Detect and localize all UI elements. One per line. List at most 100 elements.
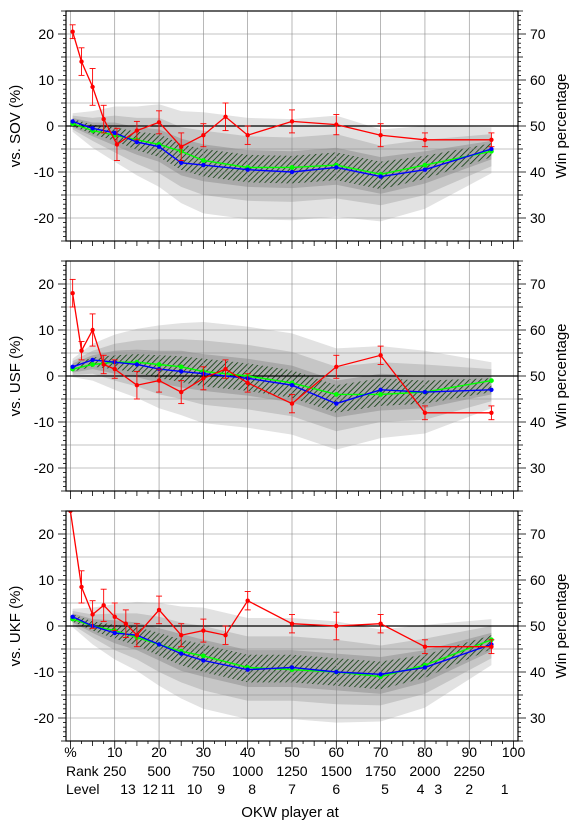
- y-axis-title: vs. UKF (%): [7, 586, 24, 667]
- data-point: [334, 165, 339, 170]
- data-point: [334, 669, 339, 675]
- x-percent-tick-label: 30: [196, 744, 212, 760]
- data-point: [378, 621, 383, 626]
- level-tick-label: 1: [501, 781, 509, 797]
- level-tick-label: 7: [288, 781, 296, 797]
- data-point: [179, 389, 184, 395]
- rank-tick-label: 2000: [409, 763, 440, 779]
- data-point: [333, 392, 339, 397]
- data-point: [378, 174, 383, 179]
- rank-tick-label: 2250: [454, 763, 485, 779]
- data-point: [378, 672, 383, 677]
- y2-tick-label: 30: [530, 460, 546, 476]
- data-point: [422, 644, 428, 649]
- x-percent-tick-label: 10: [107, 744, 123, 760]
- data-point: [289, 169, 295, 175]
- data-point: [289, 119, 295, 124]
- x-percent-tick-label: 80: [417, 744, 433, 760]
- rank-tick-label: 250: [103, 763, 127, 779]
- x-percent-tick-label: 20: [151, 744, 167, 760]
- chart-panel-3: -20 -10 0 10 20 30 40 50 60 70 vs. UKF (%) Win perc…: [7, 510, 570, 749]
- rank-tick-label: 1250: [276, 763, 307, 779]
- data-point: [489, 644, 494, 649]
- data-point: [134, 362, 140, 367]
- data-point: [156, 362, 162, 367]
- data-point: [289, 383, 295, 388]
- y-tick-label: 10: [38, 322, 54, 338]
- series-line-0: [71, 31, 492, 148]
- data-point: [90, 362, 95, 367]
- level-tick-label: 6: [332, 781, 340, 797]
- data-point: [101, 116, 106, 122]
- y2-axis-title: Win percentage: [553, 73, 570, 178]
- data-point: [223, 366, 228, 372]
- y2-tick-label: 70: [530, 276, 546, 292]
- x-percent-tick-label: 40: [240, 744, 256, 760]
- x-percent-tick-label: 100: [502, 744, 526, 760]
- data-point: [200, 653, 206, 659]
- y-tick-label: -20: [34, 460, 54, 476]
- y2-tick-label: 70: [530, 526, 546, 542]
- data-point: [101, 362, 106, 367]
- data-point: [179, 160, 184, 165]
- data-point: [334, 623, 339, 629]
- data-point: [79, 348, 84, 353]
- y-tick-label: 0: [46, 368, 54, 384]
- data-point: [223, 114, 228, 120]
- data-point: [201, 133, 206, 138]
- data-point: [422, 665, 428, 670]
- data-point: [378, 353, 383, 358]
- y-tick-label: -10: [34, 164, 54, 180]
- data-point: [289, 665, 295, 670]
- level-tick-label: 2: [465, 781, 473, 797]
- rank-tick-label: 1500: [321, 763, 352, 779]
- y2-tick-label: 60: [530, 322, 546, 338]
- data-point: [156, 144, 162, 149]
- y2-tick-label: 40: [530, 164, 546, 180]
- data-point: [134, 128, 140, 133]
- data-point: [489, 378, 494, 383]
- data-point: [101, 603, 106, 608]
- data-point: [489, 410, 494, 415]
- y2-axis-title: Win percentage: [553, 573, 570, 678]
- y2-tick-label: 50: [530, 368, 546, 384]
- x-percent-tick-label: 70: [373, 744, 389, 760]
- data-point: [245, 598, 250, 603]
- data-point: [422, 410, 428, 415]
- data-point: [201, 376, 206, 381]
- data-point: [334, 122, 339, 127]
- data-point: [245, 667, 250, 672]
- data-point: [156, 120, 162, 125]
- chart-panel-2: -20 -10 0 10 20 30 40 50 60 70 vs. USF (%) Win perc…: [7, 260, 570, 499]
- data-point: [79, 59, 84, 64]
- data-point: [112, 614, 117, 619]
- chart-panel-1: -20 -10 0 10 20 30 40 50 60 70 vs. SOV (%) Win perc…: [7, 10, 570, 249]
- data-point: [245, 167, 250, 172]
- chart-panels: -20 -10 0 10 20 30 40 50 60 70 vs. SOV (%) Win perc…: [7, 10, 570, 749]
- data-point: [70, 119, 75, 124]
- y-tick-label: 0: [46, 118, 54, 134]
- level-tick-label: 10: [187, 781, 203, 797]
- data-point: [201, 162, 206, 168]
- data-point: [70, 364, 75, 369]
- level-tick-label: 13: [120, 781, 136, 797]
- rank-row-label: Rank: [66, 763, 100, 779]
- y2-tick-label: 50: [530, 118, 546, 134]
- y-tick-label: 10: [38, 572, 54, 588]
- data-point: [289, 165, 295, 170]
- plot-area: [66, 511, 518, 741]
- y-axis-title: vs. SOV (%): [7, 85, 24, 168]
- data-point: [90, 357, 95, 363]
- y-tick-label: 20: [38, 26, 54, 42]
- rank-tick-label: 500: [147, 763, 171, 779]
- data-point: [489, 387, 494, 392]
- series-line-0: [71, 293, 492, 414]
- y-tick-label: 10: [38, 72, 54, 88]
- data-point: [70, 29, 75, 34]
- y2-axis-title: Win percentage: [553, 323, 570, 428]
- y-tick-label: 20: [38, 526, 54, 542]
- level-tick-label: 3: [434, 781, 442, 797]
- data-point: [289, 621, 295, 626]
- y-axis-title: vs. USF (%): [7, 336, 24, 417]
- y-tick-label: 0: [46, 618, 54, 634]
